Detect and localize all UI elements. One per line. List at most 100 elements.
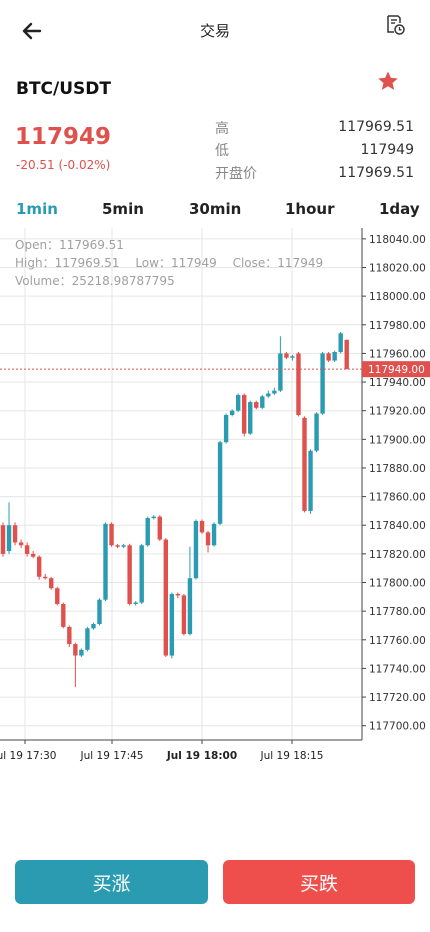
low-label: 低 bbox=[215, 143, 229, 159]
candle-body bbox=[103, 523, 108, 600]
tab-1min[interactable]: 1min bbox=[16, 200, 58, 218]
candle-body bbox=[314, 413, 319, 451]
candle-body bbox=[109, 523, 114, 546]
order-history-icon[interactable] bbox=[384, 14, 406, 36]
candle-body bbox=[302, 417, 307, 511]
candle-body bbox=[36, 556, 42, 577]
candle-body bbox=[151, 516, 156, 519]
high-value: 117969.51 bbox=[338, 119, 414, 135]
candle-body bbox=[338, 333, 343, 352]
y-tick-label: 117720.00 bbox=[369, 692, 426, 704]
candle-body bbox=[67, 626, 72, 645]
candle-body bbox=[296, 353, 301, 415]
candle-body bbox=[91, 624, 96, 629]
last-price: 117949 bbox=[15, 124, 112, 150]
candle-body bbox=[175, 593, 181, 596]
x-tick-label: Jul 19 17:45 bbox=[80, 750, 144, 762]
candle-body bbox=[6, 525, 12, 552]
y-tick-label: 117840.00 bbox=[369, 520, 426, 532]
candle-body bbox=[266, 393, 271, 397]
y-tick-label: 117980.00 bbox=[369, 320, 426, 332]
y-tick-label: 117940.00 bbox=[369, 377, 426, 389]
info-close: Close：117949 bbox=[232, 256, 324, 270]
candle-body bbox=[260, 396, 265, 408]
tab-1day[interactable]: 1day bbox=[379, 200, 420, 218]
candle-body bbox=[284, 353, 289, 358]
candle-body bbox=[55, 588, 60, 604]
price-change: -20.51 (-0.02%) bbox=[16, 158, 111, 172]
y-tick-label: 117740.00 bbox=[369, 663, 426, 675]
candle-body bbox=[133, 602, 138, 604]
y-tick-label: 117860.00 bbox=[369, 492, 426, 504]
candle-body bbox=[121, 545, 126, 547]
y-tick-label: 117820.00 bbox=[369, 549, 426, 561]
candle-body bbox=[12, 525, 18, 543]
candle-body bbox=[139, 545, 144, 603]
candle-body bbox=[24, 545, 30, 554]
top-bar: 交易 bbox=[0, 0, 430, 62]
candle-body bbox=[30, 553, 36, 557]
buy-up-button[interactable]: 买涨 bbox=[15, 860, 208, 904]
candle-body bbox=[235, 394, 241, 411]
info-high: High：117969.51 bbox=[15, 256, 120, 270]
tab-1hour[interactable]: 1hour bbox=[285, 200, 335, 218]
candle-body bbox=[73, 644, 78, 656]
candle-body bbox=[157, 516, 162, 540]
y-tick-label: 117800.00 bbox=[369, 578, 426, 590]
x-tick-label: Jul 19 17:30 bbox=[0, 750, 56, 762]
info-open: Open：117969.51 bbox=[15, 238, 124, 252]
candlestick-chart[interactable]: 118040.00 118020.00 118000.00 117980.00 1179… bbox=[0, 228, 430, 780]
candle-body bbox=[211, 523, 217, 546]
candle-body bbox=[248, 402, 253, 434]
candle-body bbox=[79, 649, 84, 656]
candle-body bbox=[278, 353, 283, 391]
trading-pair: BTC/USDT bbox=[16, 79, 111, 99]
current-price-tag bbox=[362, 361, 430, 378]
candle-body bbox=[127, 545, 132, 604]
buy-down-button[interactable]: 买跌 bbox=[223, 860, 415, 904]
candle-body bbox=[290, 356, 295, 358]
candle-body bbox=[43, 576, 48, 579]
x-tick-label: Jul 19 18:00 bbox=[166, 750, 237, 762]
candle-body bbox=[85, 628, 90, 650]
y-tick-label: 117880.00 bbox=[369, 463, 426, 475]
open-value: 117969.51 bbox=[338, 165, 414, 181]
y-tick-label: 117920.00 bbox=[369, 406, 426, 418]
candle-body bbox=[187, 578, 193, 635]
y-tick-label: 118000.00 bbox=[369, 291, 426, 303]
interval-tabs: 1min 5min 30min 1hour 1day bbox=[0, 200, 430, 226]
x-tick-label: Jul 19 18:15 bbox=[260, 750, 324, 762]
tab-5min[interactable]: 5min bbox=[102, 200, 144, 218]
candle-body bbox=[97, 599, 102, 625]
y-tick-label: 118020.00 bbox=[369, 263, 426, 275]
candle-body bbox=[223, 414, 229, 443]
candle-body bbox=[332, 351, 337, 361]
info-low: Low：117949 bbox=[135, 256, 217, 270]
tab-30min[interactable]: 30min bbox=[189, 200, 242, 218]
candle-body bbox=[193, 520, 199, 579]
candle-body bbox=[326, 353, 331, 361]
info-volume: Volume：25218.98787795 bbox=[15, 274, 175, 288]
y-tick-label: 117900.00 bbox=[369, 434, 426, 446]
candle-body bbox=[49, 578, 54, 589]
candle-body bbox=[115, 545, 120, 547]
arrow-left-icon[interactable] bbox=[18, 17, 46, 45]
chart-canvas[interactable]: 118040.00 118020.00 118000.00 117980.00 1179… bbox=[0, 228, 430, 780]
candle-body bbox=[169, 593, 175, 656]
low-value: 117949 bbox=[360, 142, 414, 158]
open-label: 开盘价 bbox=[215, 166, 257, 182]
candle-body bbox=[205, 532, 211, 546]
y-tick-label: 117700.00 bbox=[369, 721, 426, 733]
candle-body bbox=[320, 353, 325, 414]
candle-body bbox=[199, 520, 205, 533]
y-tick-label: 117780.00 bbox=[369, 606, 426, 618]
candle-body bbox=[145, 518, 150, 546]
candle-body bbox=[61, 603, 66, 627]
page-title: 交易 bbox=[199, 22, 230, 40]
candle-body bbox=[308, 450, 313, 511]
candle-body bbox=[254, 402, 259, 408]
star-icon[interactable] bbox=[376, 69, 400, 93]
y-tick-label: 118040.00 bbox=[369, 234, 426, 246]
candle-body bbox=[344, 339, 349, 370]
